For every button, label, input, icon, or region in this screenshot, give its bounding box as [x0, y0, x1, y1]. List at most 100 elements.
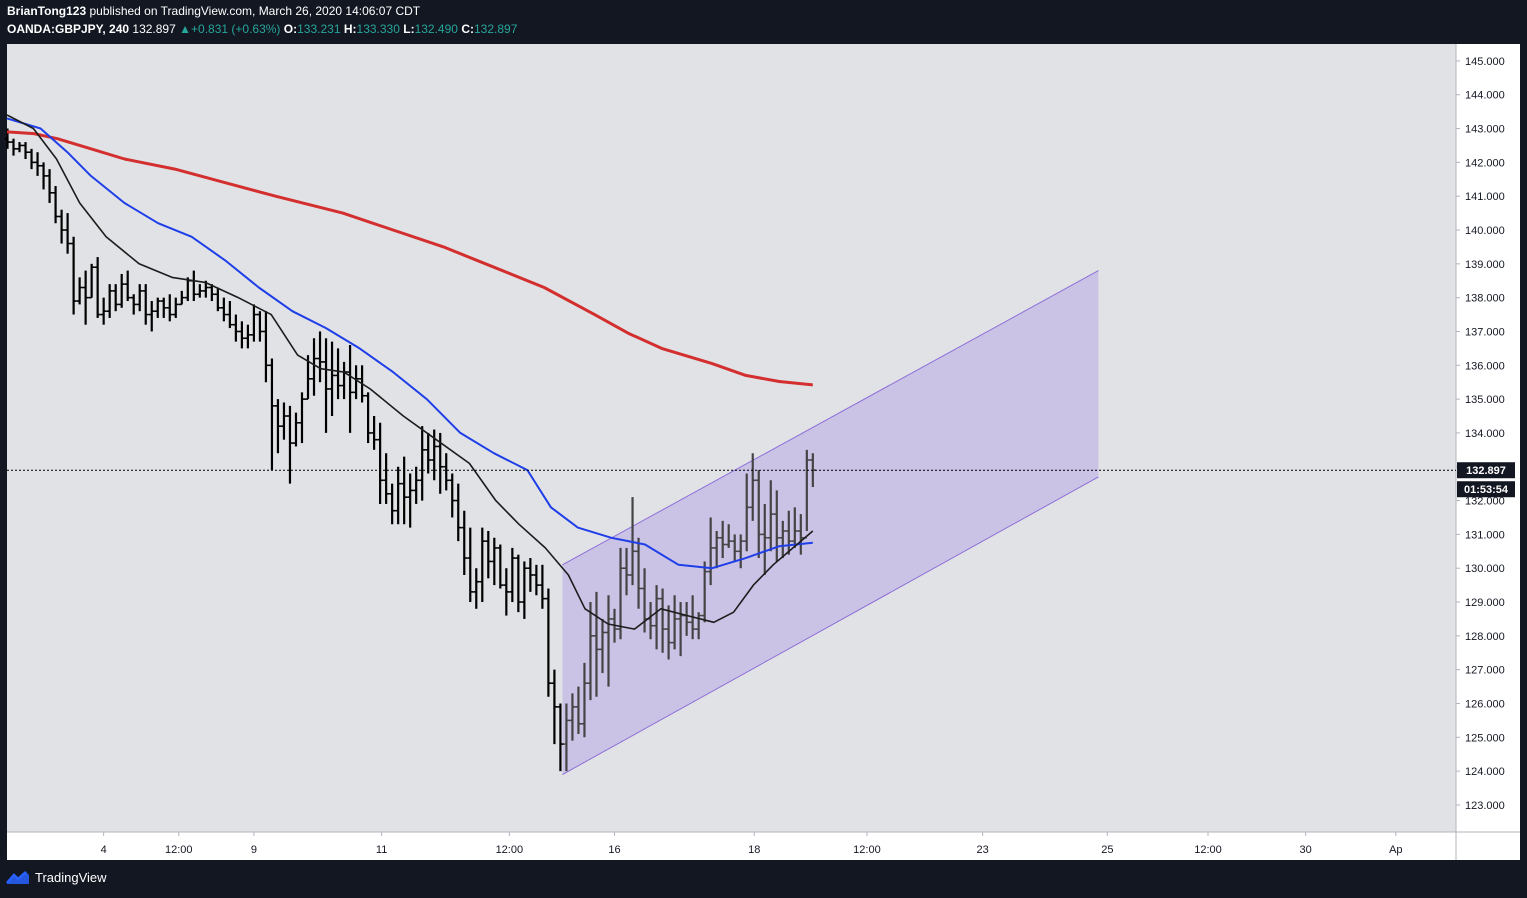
y-tick-label: 139.000	[1465, 259, 1505, 271]
low-label: L:	[403, 22, 415, 36]
ohlc-bar	[347, 344, 354, 433]
ohlc-bar	[335, 348, 342, 400]
ohlc-bar	[365, 392, 372, 444]
ohlc-bar	[419, 426, 426, 501]
ohlc-bar	[797, 514, 804, 555]
x-tick-label: 11	[376, 844, 387, 856]
x-tick-label: 9	[251, 844, 257, 856]
ohlc-bar	[160, 297, 167, 318]
high-label: H:	[343, 22, 357, 36]
ohlc-bar	[250, 304, 257, 342]
ohlc-bar	[196, 284, 203, 298]
y-tick-label: 142.000	[1465, 157, 1505, 169]
ohlc-bar	[761, 503, 768, 575]
ohlc-bar	[166, 294, 173, 322]
ohlc-bar	[10, 138, 17, 156]
ohlc-bar	[575, 686, 582, 734]
ohlc-bar	[46, 169, 53, 203]
ohlc-bar	[515, 554, 522, 613]
publish-info: BrianTong123 published on TradingView.co…	[7, 4, 420, 18]
ohlc-bar	[268, 358, 275, 471]
ohlc-bar	[88, 263, 95, 299]
price-axis-labels: 145.000 144.000 143.000 142.000 141.000 140.0…	[1456, 56, 1505, 812]
x-tick-label: Mar	[0, 844, 4, 856]
ohlc-bar	[100, 297, 107, 325]
parallel-channel[interactable]	[562, 270, 1099, 775]
ohlc-bar	[677, 602, 684, 657]
ohlc-bar	[725, 524, 732, 548]
ohlc-bar	[557, 703, 564, 772]
ohlc-bar	[118, 273, 125, 308]
ohlc-bar	[635, 537, 642, 609]
ohlc-bar	[172, 297, 179, 318]
ohlc-bar	[443, 453, 450, 491]
ohlc-bar	[581, 662, 588, 738]
x-tick-label: 16	[608, 844, 620, 856]
ohlc-bar	[701, 561, 708, 623]
ohlc-bar	[407, 473, 414, 528]
ohlc-bar	[329, 341, 336, 417]
y-tick-label: 134.000	[1465, 428, 1505, 440]
ohlc-bar	[82, 270, 89, 325]
time-axis[interactable]	[7, 832, 1520, 860]
x-tick-label: 30	[1300, 844, 1312, 856]
ohlc-bar	[154, 297, 161, 318]
ohlc-bar	[467, 527, 474, 603]
y-tick-label: 125.000	[1465, 732, 1505, 744]
ohlc-bar	[274, 399, 281, 454]
price-change: +0.831 (+0.63%)	[191, 22, 281, 36]
ohlc-bar	[280, 402, 287, 440]
last-price-tag: 132.897	[1457, 462, 1515, 479]
ohlc-bar	[383, 453, 390, 504]
ohlc-bar	[695, 612, 702, 640]
ohlc-bar	[599, 618, 606, 674]
y-tick-label: 141.000	[1465, 191, 1505, 203]
ohlc-bar	[244, 324, 251, 349]
ohlc-bar	[298, 392, 305, 444]
low-value: 132.490	[414, 22, 458, 36]
y-tick-label: 138.000	[1465, 293, 1505, 305]
ohlc-bar	[671, 595, 678, 650]
ohlc-bar	[76, 277, 83, 305]
channel-upper-line	[562, 270, 1099, 566]
ohlc-bar	[623, 547, 630, 596]
ohlc-bar	[707, 517, 714, 586]
footer-brand[interactable]: TradingView	[6, 870, 107, 885]
tradingview-logo-icon	[6, 870, 29, 884]
ohlc-bar	[311, 338, 318, 396]
ohlc-bar	[28, 148, 35, 170]
countdown-tag: 01:53:54	[1457, 481, 1515, 498]
y-tick-label: 144.000	[1465, 90, 1505, 102]
y-tick-label: 130.000	[1465, 563, 1505, 575]
ohlc-bar	[178, 290, 185, 306]
author-name[interactable]: BrianTong123	[7, 4, 87, 18]
ohlc-bar	[731, 534, 738, 562]
ohlc-bar	[521, 561, 528, 619]
plot-area[interactable]	[7, 44, 1456, 832]
ohlc-bar	[545, 588, 552, 697]
y-tick-label: 132.000	[1465, 496, 1505, 508]
ohlc-bar	[124, 270, 131, 302]
price-axis[interactable]	[1456, 44, 1520, 832]
ohlc-bars	[4, 128, 816, 772]
y-tick-label: 137.000	[1465, 326, 1505, 338]
ohlc-bar	[749, 453, 756, 521]
ohlc-bar	[142, 284, 149, 325]
ohlc-bar	[58, 209, 65, 244]
ohlc-bar	[425, 432, 432, 474]
ohlc-bar	[148, 301, 155, 332]
ohlc-bar	[130, 294, 137, 315]
ohlc-bar	[377, 422, 384, 504]
x-tick-label: Ap	[1389, 844, 1402, 856]
ohlc-bar	[112, 284, 119, 312]
ohlc-bar	[232, 314, 239, 342]
close-value: 132.897	[473, 22, 518, 36]
open-label: O:	[283, 22, 298, 36]
ohlc-bar	[449, 473, 456, 518]
y-tick-label: 145.000	[1465, 56, 1505, 68]
y-tick-label: 126.000	[1465, 698, 1505, 710]
ema-line-1	[6, 130, 813, 387]
ohlc-bar	[491, 537, 498, 586]
high-value: 133.330	[356, 22, 400, 36]
